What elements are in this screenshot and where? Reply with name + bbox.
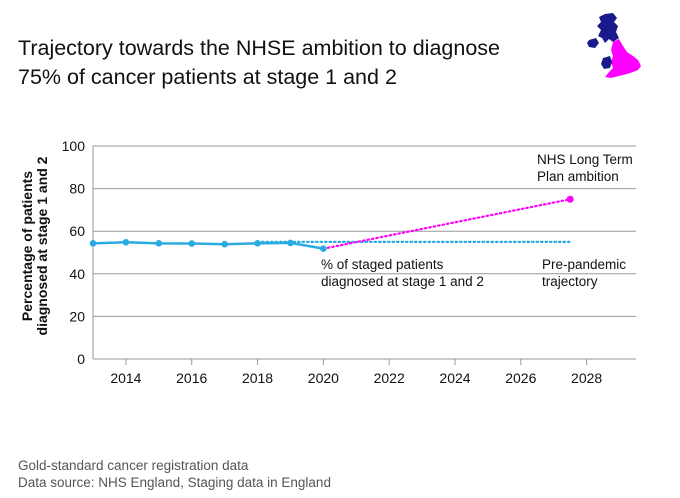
- x-tick-label: 2028: [571, 370, 602, 386]
- y-tick-label: 20: [69, 308, 85, 324]
- y-tick-label: 0: [77, 351, 85, 367]
- y-tick-labels: 0 20 40 60 80 100: [62, 138, 86, 367]
- title-line-2: 75% of cancer patients at stage 1 and 2: [18, 65, 397, 89]
- title-line-1: Trajectory towards the NHSE ambition to …: [18, 36, 500, 60]
- y-tick-label: 40: [69, 266, 85, 282]
- observed-point-2020: [320, 245, 327, 252]
- x-tick-label: 2020: [308, 370, 339, 386]
- ambition-label-line-2: Plan ambition: [537, 169, 619, 184]
- england-shape: [605, 39, 641, 78]
- observed-point-2015: [155, 240, 163, 247]
- grid-lines: [92, 145, 636, 365]
- ambition-endpoint: [566, 195, 574, 203]
- x-tick-label: 2016: [176, 370, 207, 386]
- ambition-label: NHS Long Term Plan ambition: [537, 152, 633, 184]
- observed-label: % of staged patients diagnosed at stage 1…: [321, 257, 484, 289]
- observed-point-2018: [254, 240, 261, 247]
- x-tick-label: 2018: [242, 370, 273, 386]
- ambition-trajectory-line: [322, 198, 572, 250]
- observed-point-2017: [221, 240, 228, 248]
- x-tick-label: 2014: [110, 370, 141, 386]
- x-tick-labels: 2014 2016 2018 2020 2022 2024 2026 2028: [110, 370, 602, 386]
- x-tick-label: 2026: [505, 370, 536, 386]
- y-tick-label: 60: [69, 223, 85, 239]
- series-labels: NHS Long Term Plan ambition % of staged pa…: [321, 152, 633, 289]
- footer-note: Gold-standard cancer registration data: [18, 458, 249, 473]
- footer-source: Data source: NHS England, Staging data i…: [18, 475, 331, 490]
- ambition-label-line-1: NHS Long Term: [537, 152, 633, 167]
- observed-line: [92, 241, 324, 250]
- prepandemic-label: Pre-pandemic trajectory: [542, 257, 626, 289]
- series-group: [89, 195, 574, 252]
- footer: Gold-standard cancer registration data D…: [18, 457, 331, 491]
- y-tick-label: 100: [62, 138, 86, 154]
- x-tick-label: 2024: [439, 370, 470, 386]
- chart-title: Trajectory towards the NHSE ambition to …: [18, 34, 578, 92]
- observed-point-2013: [89, 240, 97, 247]
- wales-shape: [601, 56, 612, 69]
- prepandemic-label-line-2: trajectory: [542, 274, 598, 289]
- observed-label-line-2: diagnosed at stage 1 and 2: [321, 274, 484, 289]
- northern-ireland-shape: [587, 38, 599, 48]
- y-tick-label: 80: [69, 181, 85, 197]
- prepandemic-label-line-1: Pre-pandemic: [542, 257, 626, 272]
- chart-plot: 0 20 40 60 80 100 2014 2016 2018 2020 2022 2024 202…: [62, 138, 636, 386]
- scotland-shape: [597, 13, 619, 43]
- observed-point-2019: [287, 239, 294, 247]
- observed-label-line-1: % of staged patients: [321, 257, 444, 272]
- uk-map-icon: [587, 13, 641, 78]
- x-tick-label: 2022: [374, 370, 405, 386]
- observed-point-2016: [188, 240, 196, 247]
- observed-point-2014: [122, 238, 130, 246]
